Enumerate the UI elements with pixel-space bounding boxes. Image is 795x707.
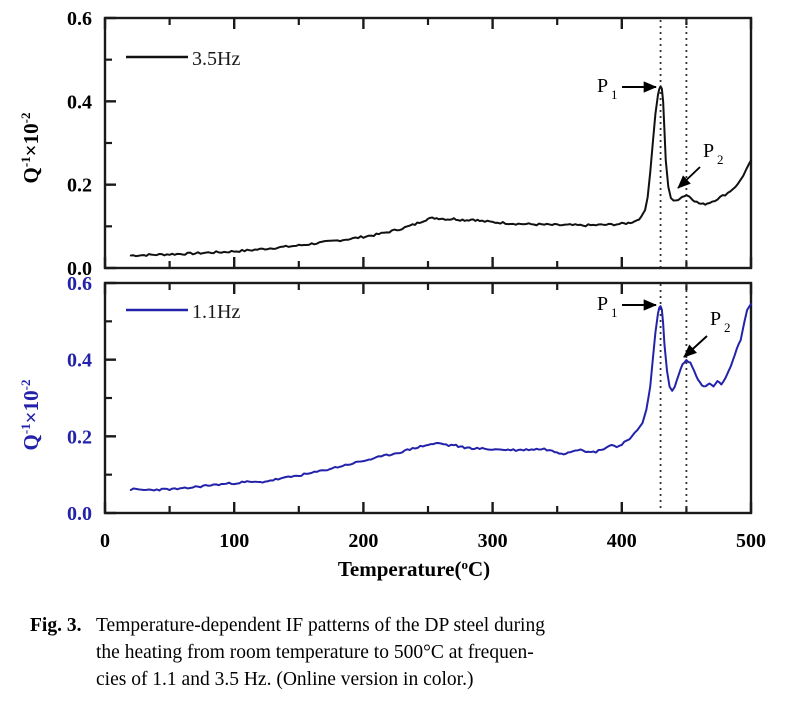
- top-y-axis-title: Q-1×10-2: [18, 113, 43, 184]
- bottom-peak-label-p1: P: [597, 293, 608, 315]
- top-peak-arrow-p2: [677, 166, 701, 189]
- bottom-peak-label-p2-subscript: 2: [724, 320, 731, 335]
- top-peak-label-p1: P: [597, 75, 608, 97]
- x-tick-label: 400: [607, 530, 637, 552]
- x-tick-label: 200: [348, 530, 378, 552]
- top-panel-y-tick-label: 0.6: [67, 8, 92, 30]
- bottom-peak-arrow-p2: [683, 335, 708, 358]
- caption-figure-number: Fig. 3.: [30, 615, 82, 636]
- legend-bottom-label: 1.1Hz: [192, 301, 240, 323]
- bottom-panel-y-tick-label: 0.0: [67, 503, 92, 525]
- x-tick-label: 300: [478, 530, 508, 552]
- bottom-panel-data-line: [129, 303, 752, 492]
- if-pattern-chart: 0.00.20.40.60.00.20.40.60 100 200 300 400 500…: [18, 8, 766, 581]
- legend-top-label: 3.5Hz: [192, 48, 240, 70]
- bottom-y-axis-title: Q-1×10-2: [18, 380, 43, 451]
- top-panel-y-tick-label: 0.2: [67, 175, 92, 197]
- caption-line-2: the heating from room temperature to 500…: [96, 642, 534, 663]
- top-panel-y-tick-label: 0.4: [67, 91, 92, 113]
- bottom-peak-label-p2: P: [710, 308, 721, 330]
- top-panel-y-tick-label: 0.0: [67, 258, 92, 280]
- top-peak-label-p2: P: [703, 140, 714, 162]
- bottom-panel-y-tick-label: 0.4: [67, 350, 92, 372]
- bottom-panel-y-tick-label: 0.6: [67, 273, 92, 295]
- bottom-panel-y-tick-label: 0.2: [67, 426, 92, 448]
- figure-caption: Fig. 3. Temperature-dependent IF patterns…: [30, 612, 770, 693]
- bottom-peak-label-p1-subscript: 1: [611, 305, 618, 320]
- x-tick-label: 0: [100, 530, 110, 552]
- caption-line-1: Temperature-dependent IF patterns of the…: [96, 615, 545, 636]
- top-peak-label-p2-subscript: 2: [717, 152, 724, 167]
- x-axis-title: Temperature(oC): [338, 557, 490, 581]
- top-peak-label-p1-subscript: 1: [611, 87, 618, 102]
- x-tick-label: 500: [736, 530, 766, 552]
- top-panel-data-line: [129, 85, 752, 258]
- caption-line-3: cies of 1.1 and 3.5 Hz. (Online version …: [96, 669, 474, 690]
- x-tick-label: 100: [219, 530, 249, 552]
